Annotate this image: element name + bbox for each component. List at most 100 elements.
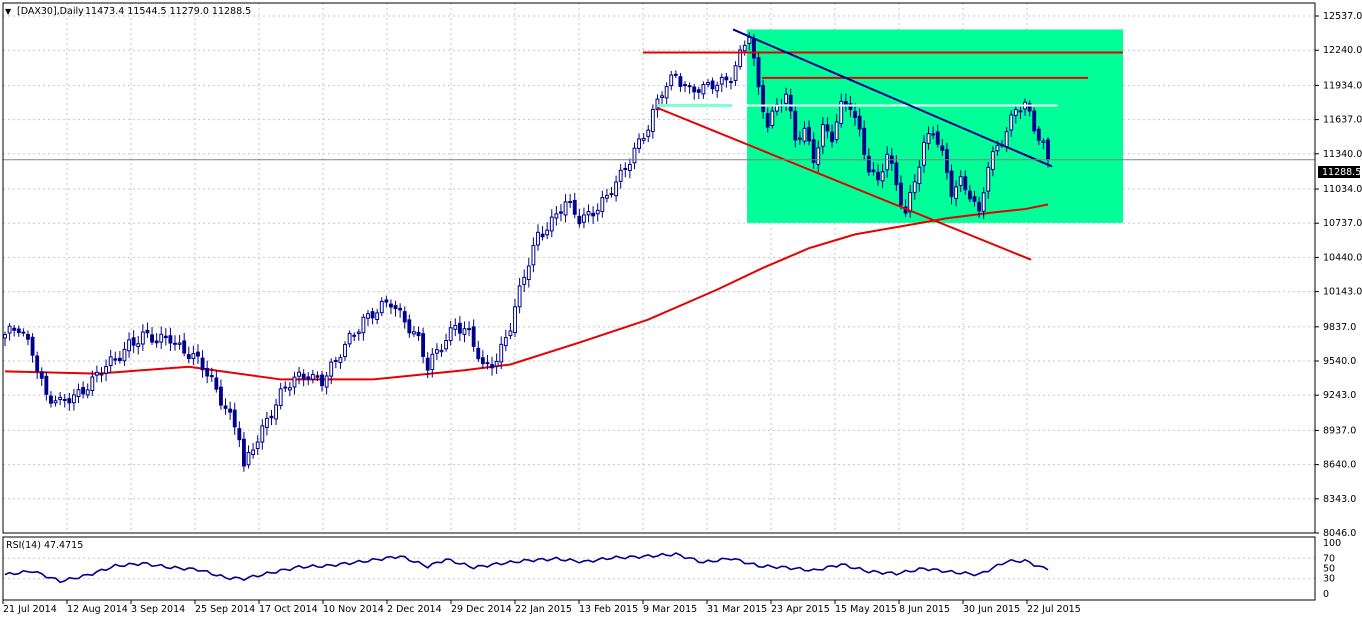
symbol-dropdown-icon[interactable]: ▼ bbox=[5, 7, 12, 16]
candle-body bbox=[536, 231, 540, 246]
rsi-line bbox=[4, 552, 1049, 584]
candle-body bbox=[283, 386, 288, 389]
candle-body bbox=[742, 44, 747, 52]
candle-body bbox=[522, 276, 527, 285]
candle-body bbox=[724, 76, 729, 81]
candle-body bbox=[807, 127, 811, 142]
frames bbox=[2, 2, 1316, 601]
candle-body bbox=[912, 181, 917, 193]
candle-body bbox=[673, 73, 678, 76]
candle-body bbox=[706, 82, 710, 85]
candle-body bbox=[788, 94, 793, 112]
candle-body bbox=[434, 349, 439, 354]
candle-body bbox=[407, 319, 412, 334]
candle-body bbox=[687, 85, 692, 88]
candle-body bbox=[600, 197, 605, 212]
zone-rect bbox=[747, 29, 1123, 223]
candle-body bbox=[278, 388, 283, 406]
y-tick-label: 8046.0 bbox=[1323, 528, 1356, 539]
candle-body bbox=[356, 331, 361, 335]
candle-body bbox=[508, 330, 513, 337]
x-tick-label: 23 Apr 2015 bbox=[771, 604, 830, 615]
candle-body bbox=[545, 229, 550, 236]
candle-body bbox=[306, 376, 311, 380]
candle-body bbox=[329, 361, 334, 377]
candle-body bbox=[76, 389, 81, 398]
candle-body bbox=[931, 133, 936, 136]
candle-body bbox=[260, 425, 265, 443]
y-tick-label: 12240.0 bbox=[1323, 45, 1362, 56]
candle-body bbox=[954, 186, 959, 199]
candle-body bbox=[81, 387, 86, 395]
candle-body bbox=[568, 201, 573, 204]
candle-body bbox=[186, 354, 191, 360]
candle-body bbox=[297, 371, 301, 377]
y-tick-label: 9837.0 bbox=[1323, 322, 1356, 333]
x-tick-label: 8 Jun 2015 bbox=[899, 604, 950, 615]
candle-body bbox=[127, 339, 131, 352]
candle-body bbox=[660, 95, 664, 98]
candle-body bbox=[513, 306, 517, 334]
candle-body bbox=[678, 76, 683, 87]
candle-body bbox=[200, 357, 205, 371]
candle-body bbox=[839, 100, 844, 124]
main-chart-frame bbox=[2, 2, 1316, 534]
candle-body bbox=[880, 171, 885, 182]
ohlc-values: 11473.4 11544.5 11279.0 11288.5 bbox=[85, 6, 251, 17]
candle-body bbox=[614, 181, 619, 197]
candle-body bbox=[310, 373, 315, 380]
candle-body bbox=[664, 86, 669, 99]
symbol-label: [DAX30],Daily bbox=[17, 6, 84, 17]
candle-body bbox=[219, 386, 223, 406]
candle-body bbox=[770, 110, 775, 126]
candle-body bbox=[876, 171, 880, 181]
candle-body bbox=[21, 331, 26, 334]
candle-body bbox=[177, 342, 182, 345]
candle-body bbox=[908, 192, 913, 213]
candle-body bbox=[242, 438, 246, 467]
rsi-tick-label: 50 bbox=[1323, 564, 1335, 575]
candle-body bbox=[499, 343, 504, 363]
candle-body bbox=[480, 357, 485, 365]
candle-body bbox=[517, 285, 522, 308]
candle-body bbox=[12, 327, 17, 331]
candle-body bbox=[922, 141, 926, 166]
candle-body bbox=[981, 192, 986, 212]
x-tick-label: 17 Oct 2014 bbox=[259, 604, 318, 615]
rsi-tick-label: 0 bbox=[1323, 589, 1329, 600]
candle-body bbox=[343, 343, 347, 358]
y-tick-label: 11340.0 bbox=[1323, 149, 1362, 160]
candle-body bbox=[338, 357, 343, 363]
current-price-label: 11288.5 bbox=[1322, 167, 1361, 178]
candle-body bbox=[554, 213, 559, 219]
candle-body bbox=[264, 417, 269, 428]
candle-body bbox=[237, 428, 242, 441]
candle-body bbox=[209, 375, 214, 378]
candle-body bbox=[471, 326, 476, 347]
y-tick-label: 11034.0 bbox=[1323, 184, 1362, 195]
candle-body bbox=[384, 299, 389, 303]
rsi-tick-label: 30 bbox=[1323, 574, 1335, 585]
candle-body bbox=[131, 337, 136, 346]
candle-body bbox=[494, 360, 499, 367]
candle-body bbox=[425, 357, 430, 371]
trendline-overlays bbox=[3, 28, 1315, 261]
y-tick-label: 10737.0 bbox=[1323, 218, 1362, 229]
candle-body bbox=[490, 364, 494, 369]
candle-body bbox=[1041, 140, 1046, 143]
candle-body bbox=[361, 316, 366, 334]
candle-body bbox=[1036, 128, 1041, 141]
candle-body bbox=[871, 169, 876, 173]
candle-body bbox=[531, 244, 536, 266]
candle-body bbox=[99, 373, 104, 376]
candle-body bbox=[623, 167, 628, 170]
candle-body bbox=[398, 307, 403, 311]
candle-body bbox=[85, 389, 90, 396]
candle-body bbox=[825, 124, 830, 132]
candle-body bbox=[117, 357, 122, 362]
candle-body bbox=[526, 265, 531, 280]
candle-body bbox=[582, 214, 586, 223]
candle-body bbox=[899, 182, 903, 206]
candle-body bbox=[632, 147, 637, 164]
